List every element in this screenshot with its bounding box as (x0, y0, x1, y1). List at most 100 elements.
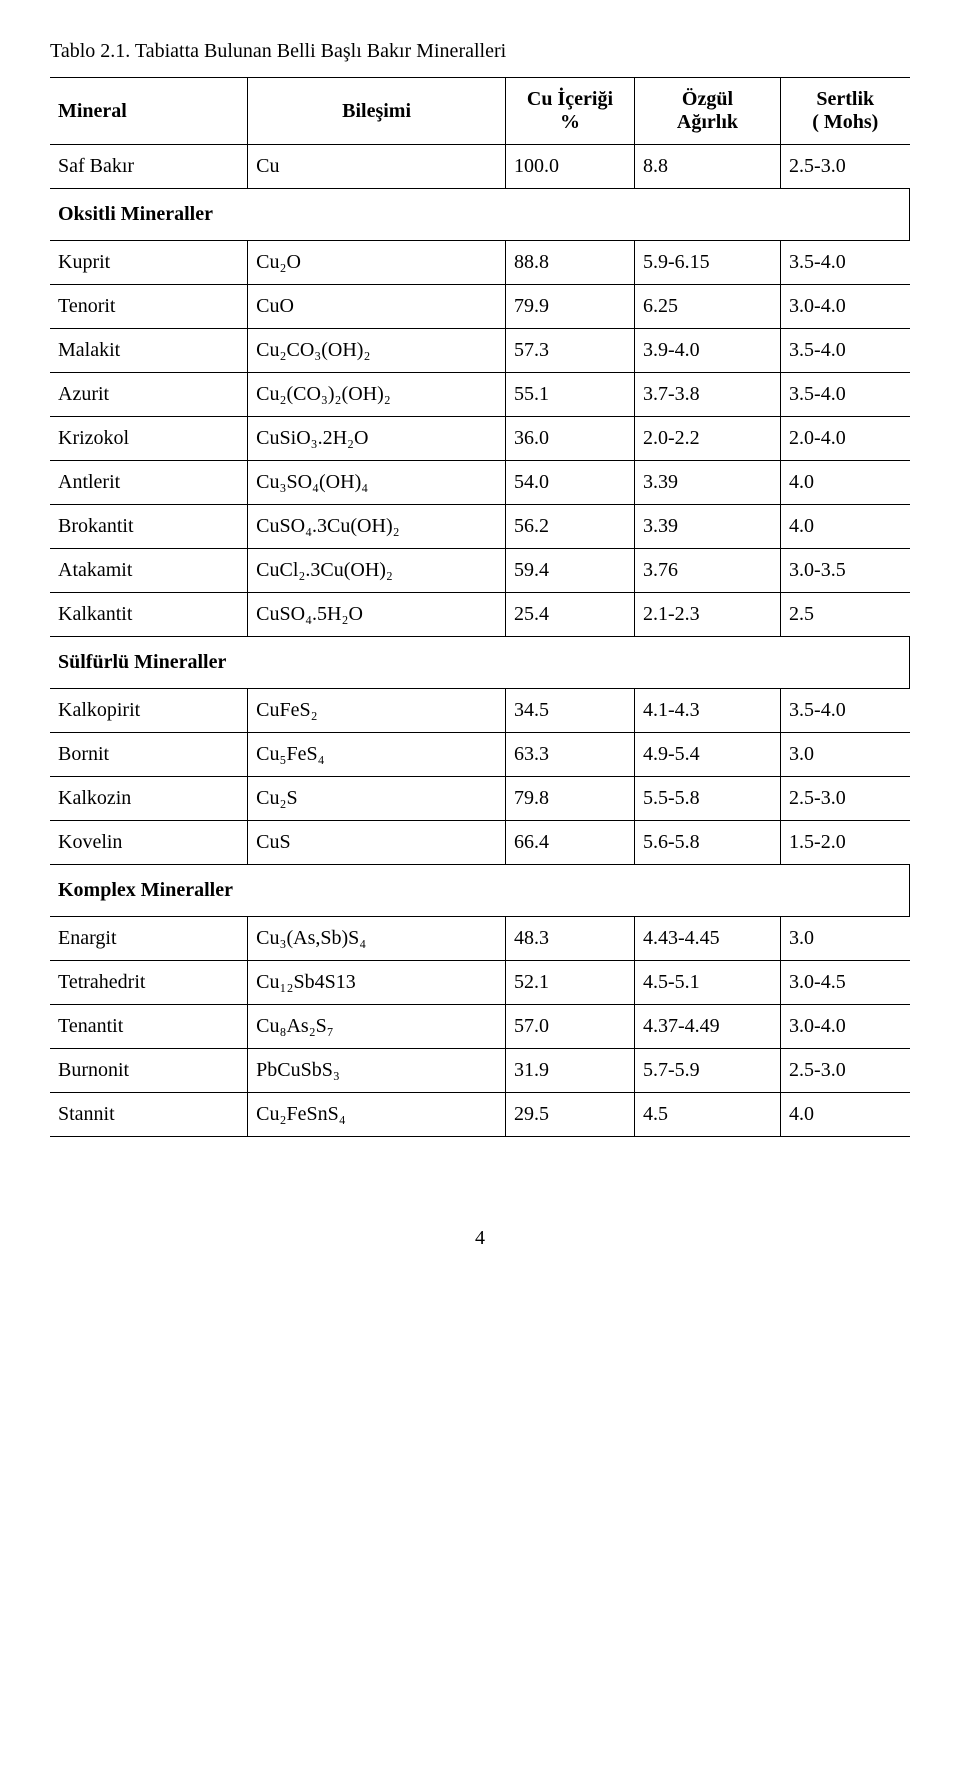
cell-ozgul: 5.9-6.15 (634, 241, 780, 285)
hdr-cu-l2: % (560, 111, 580, 133)
cell-ozgul: 2.1-2.3 (634, 593, 780, 637)
cell-cu: 100.0 (506, 145, 635, 189)
cell-bilesimi: Cu₈As₂S₇ (248, 1005, 506, 1049)
cell-bilesimi: CuSO₄.5H₂O (248, 593, 506, 637)
table-row: Kalkantit CuSO₄.5H₂O 25.4 2.1-2.3 2.5 (50, 593, 910, 637)
cell-sertlik: 4.0 (781, 505, 910, 549)
cell-sertlik: 3.5-4.0 (781, 373, 910, 417)
cell-mineral: Tenantit (50, 1005, 248, 1049)
cell-cu: 57.3 (506, 329, 635, 373)
cell-cu: 63.3 (506, 733, 635, 777)
cell-mineral: Kalkozin (50, 777, 248, 821)
cell-mineral: Antlerit (50, 461, 248, 505)
cell-mineral: Burnonit (50, 1049, 248, 1093)
table-row: Malakit Cu₂CO₃(OH)₂ 57.3 3.9-4.0 3.5-4.0 (50, 329, 910, 373)
cell-cu: 57.0 (506, 1005, 635, 1049)
cell-mineral: Tetrahedrit (50, 961, 248, 1005)
cell-sertlik: 3.0 (781, 733, 910, 777)
cell-mineral: Saf Bakır (50, 145, 248, 189)
cell-mineral: Atakamit (50, 549, 248, 593)
cell-mineral: Enargit (50, 917, 248, 961)
cell-sertlik: 2.5-3.0 (781, 145, 910, 189)
table-row: Enargit Cu₃(As,Sb)S₄ 48.3 4.43-4.45 3.0 (50, 917, 910, 961)
cell-mineral: Kalkopirit (50, 689, 248, 733)
cell-bilesimi: CuO (248, 285, 506, 329)
cell-bilesimi: CuSiO₃.2H₂O (248, 417, 506, 461)
table-row: Burnonit PbCuSbS₃ 31.9 5.7-5.9 2.5-3.0 (50, 1049, 910, 1093)
cell-sertlik: 1.5-2.0 (781, 821, 910, 865)
cell-bilesimi: Cu₂CO₃(OH)₂ (248, 329, 506, 373)
cell-cu: 66.4 (506, 821, 635, 865)
cell-ozgul: 4.1-4.3 (634, 689, 780, 733)
hdr-ozgul: Özgül Ağırlık (634, 78, 780, 145)
hdr-ozgul-l2: Ağırlık (677, 111, 738, 133)
cell-ozgul: 4.43-4.45 (634, 917, 780, 961)
cell-ozgul: 3.7-3.8 (634, 373, 780, 417)
table-row: Tenorit CuO 79.9 6.25 3.0-4.0 (50, 285, 910, 329)
section-row-oksitli: Oksitli Mineraller (50, 189, 910, 241)
cell-sertlik: 2.5-3.0 (781, 777, 910, 821)
cell-ozgul: 4.5 (634, 1093, 780, 1137)
cell-cu: 79.8 (506, 777, 635, 821)
section-row-sulfurlu: Sülfürlü Mineraller (50, 637, 910, 689)
table-caption: Tablo 2.1. Tabiatta Bulunan Belli Başlı … (50, 40, 910, 63)
cell-cu: 36.0 (506, 417, 635, 461)
cell-sertlik: 2.5-3.0 (781, 1049, 910, 1093)
cell-bilesimi: PbCuSbS₃ (248, 1049, 506, 1093)
table-row: Tenantit Cu₈As₂S₇ 57.0 4.37-4.49 3.0-4.0 (50, 1005, 910, 1049)
cell-bilesimi: Cu₂(CO₃)₂(OH)₂ (248, 373, 506, 417)
cell-ozgul: 5.5-5.8 (634, 777, 780, 821)
table-row: Azurit Cu₂(CO₃)₂(OH)₂ 55.1 3.7-3.8 3.5-4… (50, 373, 910, 417)
cell-ozgul: 3.39 (634, 505, 780, 549)
cell-mineral: Azurit (50, 373, 248, 417)
table-row: Stannit Cu₂FeSnS₄ 29.5 4.5 4.0 (50, 1093, 910, 1137)
table-row: Antlerit Cu₃SO₄(OH)₄ 54.0 3.39 4.0 (50, 461, 910, 505)
cell-cu: 52.1 (506, 961, 635, 1005)
cell-bilesimi: CuCl₂.3Cu(OH)₂ (248, 549, 506, 593)
cell-sertlik: 2.5 (781, 593, 910, 637)
table-row: Kovelin CuS 66.4 5.6-5.8 1.5-2.0 (50, 821, 910, 865)
cell-sertlik: 3.0-4.0 (781, 1005, 910, 1049)
table-row: Tetrahedrit Cu₁₂Sb4S13 52.1 4.5-5.1 3.0-… (50, 961, 910, 1005)
cell-ozgul: 3.39 (634, 461, 780, 505)
cell-bilesimi: CuSO₄.3Cu(OH)₂ (248, 505, 506, 549)
table-row: Krizokol CuSiO₃.2H₂O 36.0 2.0-2.2 2.0-4.… (50, 417, 910, 461)
hdr-cu-l1: Cu İçeriği (527, 88, 613, 110)
hdr-cu: Cu İçeriği % (506, 78, 635, 145)
table-row: Kalkozin Cu₂S 79.8 5.5-5.8 2.5-3.0 (50, 777, 910, 821)
table-row: Kalkopirit CuFeS₂ 34.5 4.1-4.3 3.5-4.0 (50, 689, 910, 733)
cell-bilesimi: Cu₂S (248, 777, 506, 821)
cell-mineral: Kalkantit (50, 593, 248, 637)
cell-bilesimi: CuFeS₂ (248, 689, 506, 733)
cell-bilesimi: Cu₂O (248, 241, 506, 285)
cell-sertlik: 3.0-4.5 (781, 961, 910, 1005)
cell-ozgul: 3.9-4.0 (634, 329, 780, 373)
cell-cu: 56.2 (506, 505, 635, 549)
hdr-sertlik-l2: ( Mohs) (812, 111, 878, 133)
cell-ozgul: 3.76 (634, 549, 780, 593)
cell-ozgul: 6.25 (634, 285, 780, 329)
cell-bilesimi: CuS (248, 821, 506, 865)
section-label: Oksitli Mineraller (50, 189, 910, 241)
cell-bilesimi: Cu₃SO₄(OH)₄ (248, 461, 506, 505)
cell-bilesimi: Cu₃(As,Sb)S₄ (248, 917, 506, 961)
cell-mineral: Malakit (50, 329, 248, 373)
cell-mineral: Stannit (50, 1093, 248, 1137)
cell-mineral: Tenorit (50, 285, 248, 329)
cell-bilesimi: Cu₂FeSnS₄ (248, 1093, 506, 1137)
cell-cu: 55.1 (506, 373, 635, 417)
cell-mineral: Krizokol (50, 417, 248, 461)
cell-ozgul: 5.7-5.9 (634, 1049, 780, 1093)
cell-ozgul: 5.6-5.8 (634, 821, 780, 865)
cell-ozgul: 2.0-2.2 (634, 417, 780, 461)
cell-ozgul: 4.9-5.4 (634, 733, 780, 777)
cell-cu: 29.5 (506, 1093, 635, 1137)
cell-sertlik: 4.0 (781, 461, 910, 505)
hdr-ozgul-l1: Özgül (682, 88, 733, 110)
hdr-sertlik-l1: Sertlik (816, 88, 874, 110)
cell-sertlik: 3.5-4.0 (781, 689, 910, 733)
cell-ozgul: 4.5-5.1 (634, 961, 780, 1005)
cell-ozgul: 4.37-4.49 (634, 1005, 780, 1049)
table-row: Bornit Cu₅FeS₄ 63.3 4.9-5.4 3.0 (50, 733, 910, 777)
cell-cu: 54.0 (506, 461, 635, 505)
